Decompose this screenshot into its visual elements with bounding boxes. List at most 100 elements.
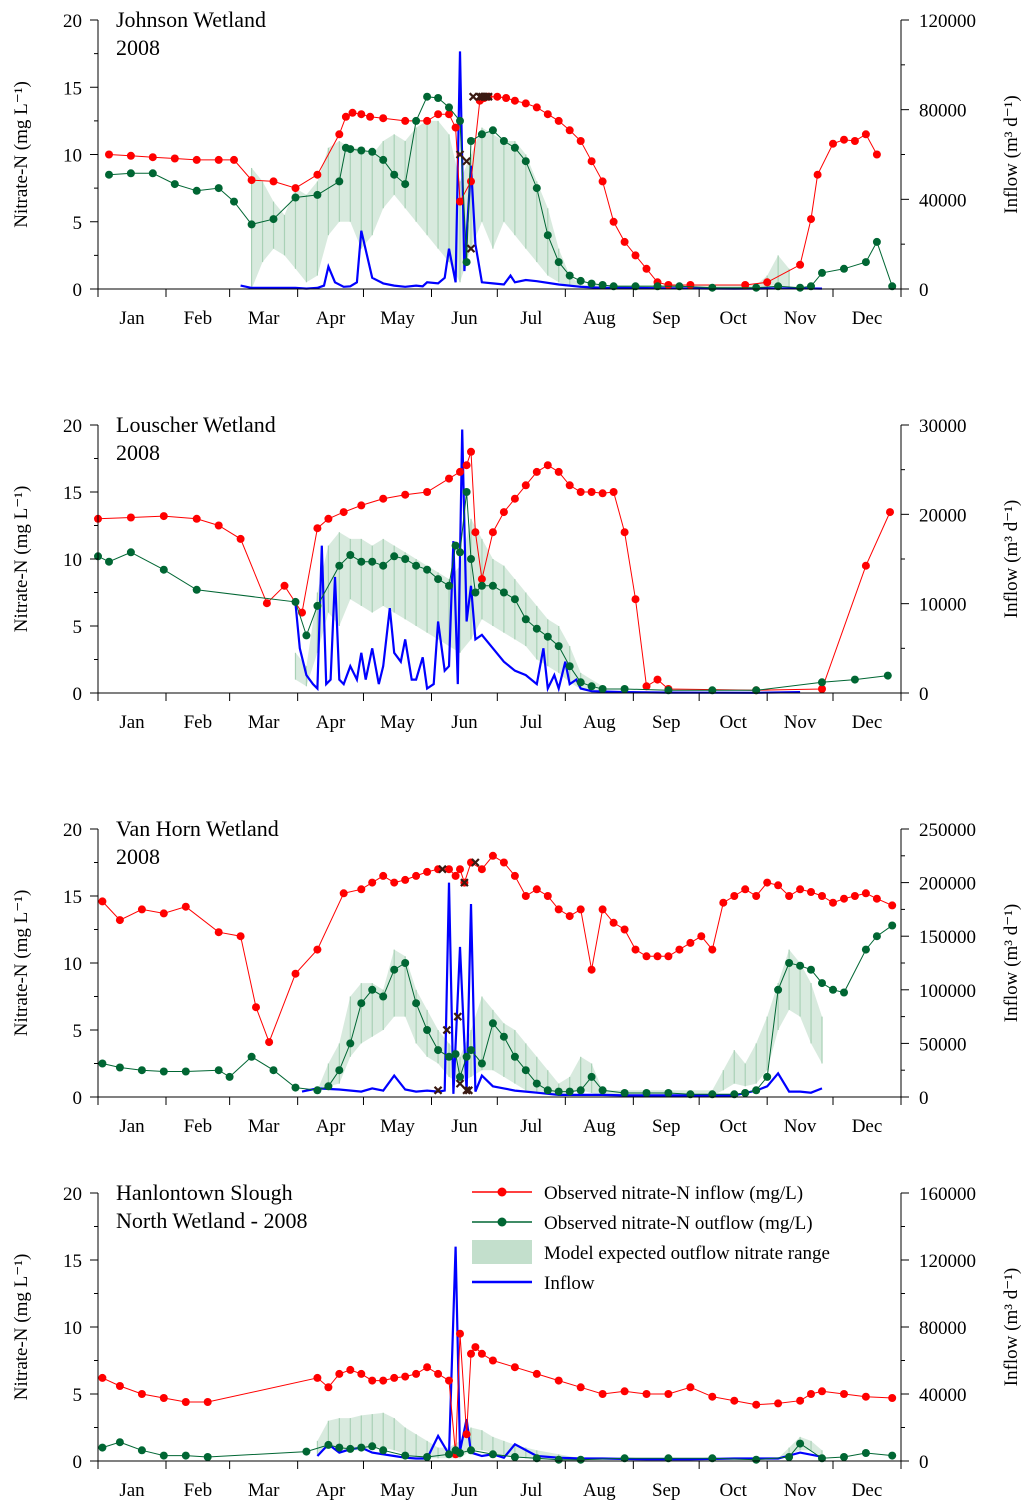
- outflow-nitrate-point: [861, 258, 870, 267]
- outflow-nitrate-point: [456, 1449, 464, 1457]
- outflow-nitrate-point: [785, 1453, 794, 1461]
- legend-label: Observed nitrate-N inflow (mg/L): [544, 1183, 803, 1204]
- inflow-nitrate-point: [192, 155, 201, 164]
- inflow-nitrate-line: [102, 1333, 893, 1455]
- outflow-nitrate-point: [565, 662, 574, 671]
- inflow-nitrate-point: [609, 488, 618, 496]
- month-label: Oct: [719, 1480, 747, 1501]
- outflow-nitrate-point: [598, 281, 607, 289]
- outflow-nitrate-point: [357, 999, 366, 1008]
- inflow-nitrate-point: [565, 126, 574, 135]
- outflow-nitrate-point: [664, 1454, 673, 1463]
- outflow-nitrate-point: [467, 137, 475, 145]
- inflow-nitrate-point: [456, 1329, 464, 1338]
- outflow-nitrate-point: [423, 1453, 432, 1461]
- outflow-nitrate-point: [796, 283, 805, 292]
- inflow-nitrate-point: [807, 215, 815, 224]
- left-tick-label: 10: [63, 954, 82, 975]
- outflow-nitrate-point: [829, 985, 837, 994]
- inflow-nitrate-point: [488, 851, 497, 860]
- inflow-nitrate-point: [471, 1343, 480, 1352]
- chart-panel-1: Jan Feb Mar Apr May Jun Jul Aug Sep Oct Nov Dec 0 5 10…: [11, 7, 1022, 329]
- outflow-nitrate-point: [401, 180, 410, 189]
- outflow-nitrate-point: [576, 1455, 585, 1464]
- inflow-nitrate-point: [686, 1383, 695, 1392]
- outflow-nitrate-point: [401, 1451, 410, 1460]
- outflow-nitrate-point: [620, 685, 629, 693]
- outflow-nitrate-point: [872, 237, 881, 246]
- inflow-nitrate-point: [576, 905, 585, 914]
- month-label: Apr: [316, 712, 346, 733]
- outflow-nitrate-point: [708, 283, 717, 292]
- outflow-nitrate-point: [434, 94, 443, 102]
- inflow-nitrate-point: [796, 1396, 805, 1405]
- inflow-nitrate-point: [126, 151, 135, 160]
- x-marker: [462, 1086, 471, 1095]
- left-tick-label: 15: [63, 887, 82, 908]
- right-tick-label: 30000: [919, 416, 967, 437]
- inflow-nitrate-point: [598, 489, 607, 498]
- left-tick-label: 5: [73, 1385, 83, 1406]
- inflow-nitrate-point: [642, 682, 651, 691]
- outflow-nitrate-point: [532, 184, 541, 193]
- month-label: Mar: [248, 308, 280, 329]
- inflow-nitrate-point: [840, 135, 848, 144]
- outflow-nitrate-point: [379, 992, 388, 1001]
- inflow-nitrate-point: [115, 916, 124, 925]
- outflow-nitrate-point: [379, 155, 388, 164]
- panel-title: Johnson Wetland: [116, 7, 266, 32]
- month-label: Sep: [652, 712, 681, 733]
- outflow-nitrate-point: [401, 555, 410, 563]
- inflow-nitrate-point: [115, 1382, 124, 1390]
- outflow-nitrate-point: [532, 1454, 541, 1463]
- month-label: Dec: [852, 308, 883, 329]
- month-label: Dec: [852, 1480, 883, 1501]
- panel-subtitle: 2008: [116, 35, 160, 60]
- left-tick-label: 20: [63, 820, 82, 841]
- month-label: Feb: [184, 1116, 213, 1137]
- month-label: Jan: [119, 1116, 145, 1137]
- outflow-nitrate-point: [872, 932, 881, 941]
- inflow-nitrate-point: [785, 892, 794, 900]
- x-marker: [464, 1086, 474, 1095]
- inflow-nitrate-point: [98, 1373, 107, 1382]
- inflow-nitrate-point: [214, 521, 223, 530]
- inflow-nitrate-point: [565, 481, 574, 490]
- chart-panel-2: Jan Feb Mar Apr May Jun Jul Aug Sep Oct Nov Dec 0 5 10…: [11, 412, 1022, 733]
- outflow-nitrate-point: [499, 588, 508, 597]
- outflow-nitrate-point: [423, 565, 432, 574]
- outflow-nitrate-point: [324, 1082, 333, 1091]
- panel-subtitle: North Wetland - 2008: [116, 1208, 308, 1233]
- x-marker: [438, 864, 447, 874]
- month-label: Jan: [119, 308, 145, 329]
- outflow-nitrate-point: [609, 282, 618, 291]
- outflow-nitrate-point: [598, 1086, 607, 1095]
- inflow-nitrate-point: [313, 524, 322, 533]
- outflow-nitrate-point: [620, 1454, 629, 1463]
- outflow-nitrate-point: [313, 190, 322, 199]
- outflow-nitrate-point: [664, 1089, 673, 1097]
- inflow-nitrate-point: [423, 1363, 432, 1372]
- outflow-nitrate-point: [368, 557, 377, 566]
- x-marker: [484, 92, 493, 101]
- outflow-nitrate-point: [412, 116, 421, 125]
- inflow-nitrate-point: [697, 932, 706, 941]
- month-label: Feb: [184, 1480, 213, 1501]
- inflow-nitrate-point: [510, 494, 519, 503]
- inflow-nitrate-point: [105, 150, 113, 159]
- outflow-nitrate-point: [313, 601, 322, 610]
- inflow-nitrate-point: [451, 123, 460, 132]
- left-tick-label: 10: [63, 146, 82, 167]
- month-label: Aug: [583, 308, 616, 329]
- outflow-nitrate-point: [379, 1446, 388, 1455]
- outflow-nitrate-point: [510, 1052, 519, 1061]
- inflow-nitrate-point: [872, 150, 881, 159]
- outflow-nitrate-point: [148, 169, 157, 178]
- outflow-nitrate-point: [159, 1451, 168, 1460]
- outflow-nitrate-point: [467, 555, 475, 563]
- outflow-nitrate-point: [137, 1446, 146, 1455]
- left-axis-label: Nitrate-N (mg L⁻¹): [11, 486, 32, 633]
- outflow-nitrate-point: [401, 959, 410, 967]
- inflow-nitrate-point: [467, 1349, 475, 1358]
- month-label: Nov: [784, 712, 817, 733]
